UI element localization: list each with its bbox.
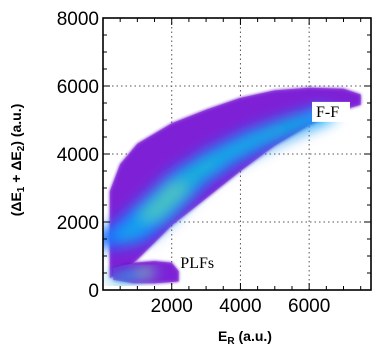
tick-marks [103, 18, 371, 290]
x-tick-label-1: 4000 [219, 296, 261, 317]
region-label-plfs: PLFs [180, 255, 214, 272]
region-body-0 [109, 87, 361, 279]
region-core-1 [108, 267, 158, 283]
x-tick-label-2: 6000 [288, 296, 330, 317]
region-f-f [103, 87, 361, 279]
region-plfs [108, 261, 179, 284]
y-tick-label-0: 0 [88, 281, 99, 302]
y-tick-label-2: 4000 [57, 145, 99, 166]
density-regions [103, 87, 361, 284]
tick-labels: 2000 4000 6000 0 2000 4000 6000 8000 [57, 9, 331, 317]
y-tick-label-1: 2000 [57, 213, 99, 234]
y-axis-title: (ΔE1 + ΔE2) (a.u.) [8, 104, 27, 217]
annotations: F-F PLFs [180, 101, 351, 272]
y-tick-label-3: 6000 [57, 77, 99, 98]
region-core-0 [103, 107, 336, 249]
label-box-0 [312, 101, 351, 122]
y-tick-label-4: 8000 [57, 9, 99, 30]
x-axis-title: ER (a.u.) [218, 328, 272, 347]
region-label-f-f: F-F [316, 104, 339, 121]
x-tick-label-0: 2000 [151, 296, 193, 317]
